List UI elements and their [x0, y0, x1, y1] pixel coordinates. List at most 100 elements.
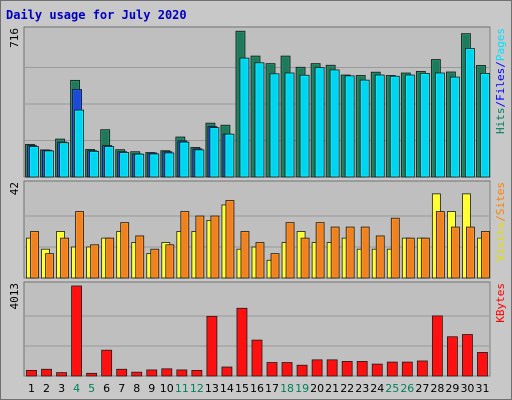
bar-highlight	[346, 227, 354, 278]
day-label-9: 9	[148, 382, 155, 395]
bar-highlight	[210, 128, 219, 177]
day-label-12: 12	[190, 382, 204, 395]
bar-highlight	[150, 154, 159, 177]
bar-highlight	[31, 232, 38, 278]
day-label-27: 27	[415, 382, 429, 395]
legend-entry: KBytes	[494, 283, 507, 323]
bar-highlight	[375, 75, 384, 177]
bar-kbytes-kbytes-1	[26, 369, 37, 377]
bar-highlight	[345, 76, 354, 177]
day-label-30: 30	[460, 382, 474, 395]
bar-highlight	[331, 227, 339, 278]
bar-highlight	[72, 286, 81, 376]
bar-hits-pages-9	[149, 153, 160, 178]
legend-entry: /	[494, 101, 507, 108]
bar-highlight	[282, 363, 292, 376]
day-label-20: 20	[310, 382, 324, 395]
bar-kbytes-kbytes-26	[401, 361, 413, 377]
bar-highlight	[102, 350, 111, 376]
bar-highlight	[181, 212, 189, 278]
bar-highlight	[165, 153, 174, 177]
bar-hits-pages-13	[209, 127, 220, 178]
legend-entry: /	[494, 215, 507, 222]
y-max-label-kbytes: 4013	[8, 283, 21, 310]
bar-highlight	[267, 363, 277, 376]
bar-highlight	[482, 232, 489, 278]
day-label-2: 2	[43, 382, 50, 395]
bar-kbytes-kbytes-15	[236, 307, 248, 377]
bar-highlight	[226, 201, 234, 278]
bar-highlight	[75, 110, 83, 177]
bar-highlight	[316, 223, 324, 278]
bar-highlight	[390, 76, 399, 177]
bar-visits-sites-11	[180, 211, 190, 279]
bar-visits-sites-15	[240, 231, 250, 279]
bar-highlight	[342, 362, 352, 376]
bar-highlight	[46, 254, 53, 278]
bar-hits-pages-24	[374, 74, 385, 178]
bar-highlight	[448, 337, 457, 376]
legend-entry: Visits	[494, 222, 507, 262]
bar-highlight	[121, 223, 128, 278]
bar-highlight	[300, 75, 309, 177]
bar-highlight	[285, 73, 294, 177]
bar-highlight	[57, 373, 66, 376]
bar-visits-sites-12	[195, 215, 205, 279]
bar-kbytes-kbytes-3	[56, 372, 67, 377]
bar-highlight	[403, 362, 412, 376]
day-label-23: 23	[355, 382, 369, 395]
bar-highlight	[467, 227, 474, 278]
bar-kbytes-kbytes-5	[86, 372, 98, 377]
day-label-24: 24	[370, 382, 384, 395]
bar-highlight	[237, 308, 247, 376]
bar-kbytes-kbytes-8	[131, 371, 143, 377]
bar-kbytes-kbytes-20	[311, 359, 323, 377]
bar-highlight	[407, 238, 414, 278]
bar-hits-pages-16	[254, 62, 265, 178]
bar-highlight	[45, 151, 53, 177]
bar-kbytes-kbytes-21	[326, 359, 338, 377]
bar-highlight	[357, 362, 367, 376]
y-max-label-hits: 716	[8, 28, 21, 48]
bar-highlight	[255, 63, 264, 177]
legend-entry: Pages	[494, 28, 507, 61]
bar-highlight	[421, 74, 429, 177]
day-label-26: 26	[400, 382, 414, 395]
bar-visits-sites-5	[90, 244, 100, 279]
bar-kbytes-kbytes-29	[447, 336, 458, 377]
bar-highlight	[106, 238, 113, 278]
day-label-5: 5	[88, 382, 95, 395]
legend-visits: Visits/Sites	[494, 182, 507, 262]
day-label-31: 31	[475, 382, 489, 395]
bar-highlight	[90, 152, 98, 177]
bar-highlight	[361, 227, 369, 278]
day-label-4: 4	[73, 382, 80, 395]
bar-hits-pages-23	[359, 79, 370, 178]
bar-visits-sites-2	[45, 253, 54, 279]
bar-kbytes-kbytes-19	[296, 364, 308, 377]
bar-highlight	[360, 80, 369, 177]
bar-hits-pages-22	[344, 75, 355, 178]
bar-highlight	[252, 340, 262, 376]
bar-kbytes-kbytes-7	[116, 368, 128, 377]
day-label-11: 11	[175, 382, 189, 395]
bar-highlight	[105, 147, 113, 177]
bar-hits-pages-29	[450, 76, 460, 178]
legend-entry: Files	[494, 68, 507, 101]
day-label-13: 13	[205, 382, 219, 395]
bar-hits-pages-8	[134, 153, 145, 178]
bar-highlight	[478, 353, 487, 376]
bar-hits-pages-31	[480, 73, 490, 178]
bar-highlight	[241, 232, 249, 278]
bar-highlight	[463, 335, 472, 376]
bar-visits-sites-10	[165, 244, 175, 279]
day-label-22: 22	[340, 382, 354, 395]
bar-hits-pages-30	[465, 48, 475, 178]
bar-highlight	[166, 245, 174, 278]
bar-highlight	[27, 371, 36, 376]
bar-highlight	[256, 243, 264, 278]
bar-highlight	[312, 360, 322, 376]
